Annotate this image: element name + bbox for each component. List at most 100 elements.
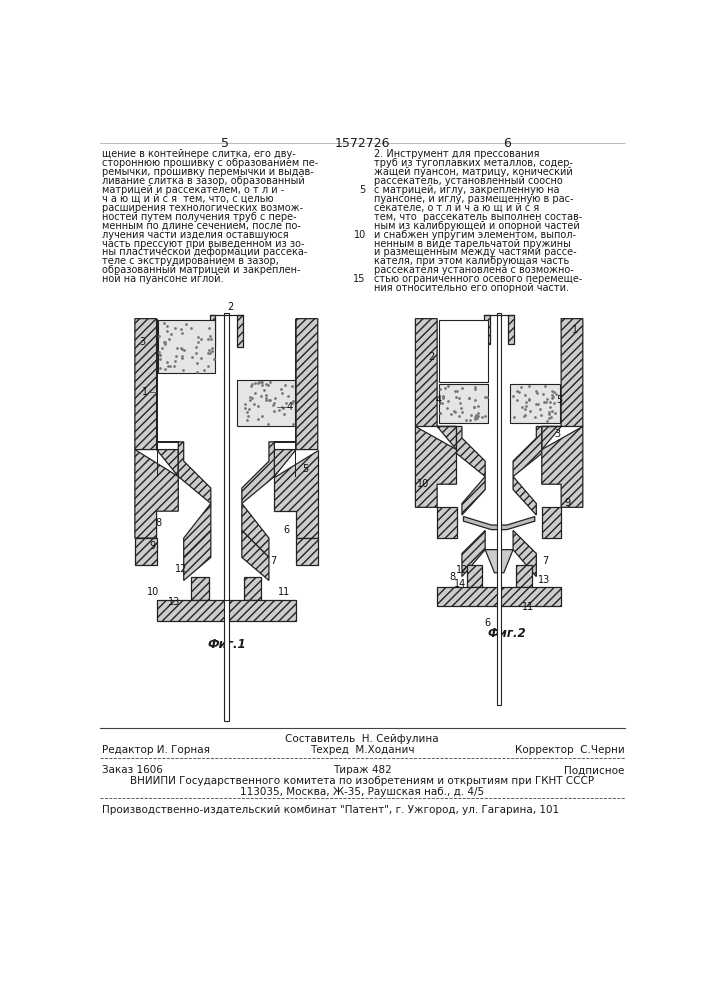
Bar (156, 600, 296, 621)
Text: теле с экструдированием в зазор,: теле с экструдированием в зазор, (103, 256, 279, 266)
Polygon shape (485, 550, 513, 573)
Polygon shape (462, 477, 485, 515)
Text: ВНИИПИ Государственного комитета по изобретениям и открытиям при ГКНТ СССР: ВНИИПИ Государственного комитета по изоб… (130, 776, 594, 786)
Text: 15: 15 (354, 274, 366, 284)
Text: 7: 7 (269, 556, 276, 566)
Text: менным по длине сечением, после по-: менным по длине сечением, после по- (103, 221, 301, 231)
Text: 5: 5 (556, 395, 563, 405)
Bar (510, 384, 559, 423)
Text: матрицей и рассекателем, о т л и -: матрицей и рассекателем, о т л и - (103, 185, 285, 195)
Text: секателе, о т л и ч а ю щ и й с я: секателе, о т л и ч а ю щ и й с я (373, 203, 539, 213)
Bar (158, 320, 216, 373)
Polygon shape (210, 315, 216, 347)
Text: расширения технологических возмож-: расширения технологических возмож- (103, 203, 303, 213)
Text: 1: 1 (142, 387, 148, 397)
Text: ностей путем получения труб с пере-: ностей путем получения труб с пере- (103, 212, 297, 222)
Polygon shape (542, 426, 583, 507)
Text: труб из тугоплавких металлов, содер-: труб из тугоплавких металлов, содер- (373, 158, 573, 168)
Text: Фиг.1: Фиг.1 (207, 638, 245, 651)
Polygon shape (156, 442, 211, 503)
Text: образованный матрицей и закреплен-: образованный матрицей и закреплен- (103, 265, 300, 275)
Polygon shape (135, 319, 178, 477)
Text: Корректор  С.Черни: Корректор С.Черни (515, 745, 625, 755)
Text: ненным в виде тарельчатой пружины: ненным в виде тарельчатой пружины (373, 239, 571, 249)
Polygon shape (542, 319, 583, 450)
Text: 5: 5 (221, 137, 229, 150)
Text: 2: 2 (227, 302, 233, 312)
Polygon shape (184, 503, 211, 557)
Polygon shape (513, 530, 537, 577)
Polygon shape (484, 315, 490, 344)
Text: 11: 11 (522, 602, 534, 612)
Text: тем, что  рассекатель выполнен состав-: тем, что рассекатель выполнен состав- (373, 212, 582, 222)
Text: 1: 1 (572, 325, 578, 335)
Text: 13: 13 (538, 575, 550, 585)
Text: Подписное: Подписное (564, 765, 625, 775)
Polygon shape (242, 530, 269, 580)
Polygon shape (242, 503, 269, 557)
Text: 9: 9 (150, 541, 156, 551)
Text: рассекатель, установленный соосно: рассекатель, установленный соосно (373, 176, 562, 186)
Polygon shape (274, 319, 317, 477)
Text: с матрицей, иглу, закрепленную на: с матрицей, иглу, закрепленную на (373, 185, 559, 195)
Bar (224, 312, 228, 721)
Polygon shape (437, 507, 457, 538)
Text: 3: 3 (139, 337, 146, 347)
Bar (497, 312, 501, 705)
Text: 14: 14 (455, 579, 467, 589)
Polygon shape (542, 507, 561, 538)
Text: Заказ 1606: Заказ 1606 (103, 765, 163, 775)
Text: и снабжен упругим элементом, выпол-: и снабжен упругим элементом, выпол- (373, 230, 575, 240)
Text: Редактор И. Горная: Редактор И. Горная (103, 745, 210, 755)
Text: 7: 7 (542, 556, 549, 566)
Text: 2: 2 (428, 352, 434, 362)
Text: часть прессуют при выведенном из зо-: часть прессуют при выведенном из зо- (103, 239, 305, 249)
Bar (295, 319, 296, 477)
Text: ния относительно его опорной части.: ния относительно его опорной части. (373, 283, 568, 293)
Text: 11: 11 (279, 587, 291, 597)
Text: 5: 5 (303, 464, 308, 474)
Text: 8: 8 (450, 572, 456, 582)
Text: и размещенным между частями рассе-: и размещенным между частями рассе- (373, 247, 576, 257)
Text: 9: 9 (564, 498, 571, 508)
Text: жащей пуансон, матрицу, конический: жащей пуансон, матрицу, конический (373, 167, 573, 177)
Polygon shape (135, 538, 156, 565)
Polygon shape (184, 530, 211, 580)
Text: 8: 8 (155, 518, 161, 528)
Text: ной на пуансоне иглой.: ной на пуансоне иглой. (103, 274, 224, 284)
Polygon shape (237, 315, 243, 347)
Bar (237, 380, 295, 426)
Text: 10: 10 (146, 587, 159, 597)
Bar (244, 577, 261, 600)
Text: Тираж 482: Тираж 482 (332, 765, 392, 775)
Text: стью ограниченного осевого перемеще-: стью ограниченного осевого перемеще- (373, 274, 582, 284)
Text: ч а ю щ и й с я  тем, что, с целью: ч а ю щ и й с я тем, что, с целью (103, 194, 274, 204)
Text: 4: 4 (436, 395, 442, 405)
Text: 4: 4 (287, 402, 293, 412)
Polygon shape (513, 477, 537, 515)
Polygon shape (135, 450, 178, 538)
Text: лучения части изделия оставшуюся: лучения части изделия оставшуюся (103, 230, 289, 240)
Bar (467, 565, 482, 587)
Polygon shape (508, 315, 514, 344)
Polygon shape (274, 450, 317, 538)
Text: 12: 12 (175, 564, 187, 574)
Polygon shape (464, 517, 534, 530)
Polygon shape (296, 538, 317, 565)
Text: 3: 3 (554, 429, 561, 439)
Text: 113035, Москва, Ж-35, Раушская наб., д. 4/5: 113035, Москва, Ж-35, Раушская наб., д. … (240, 787, 484, 797)
Bar (192, 577, 209, 600)
Bar (437, 587, 561, 606)
Text: 10: 10 (417, 479, 429, 489)
Polygon shape (437, 426, 485, 477)
Polygon shape (416, 319, 457, 450)
Bar (156, 319, 158, 477)
Polygon shape (462, 530, 485, 577)
Text: 1572726: 1572726 (334, 137, 390, 150)
Bar (516, 565, 532, 587)
Text: 5: 5 (360, 185, 366, 195)
Text: щение в контейнере слитка, его дву-: щение в контейнере слитка, его дву- (103, 149, 296, 159)
Polygon shape (242, 442, 296, 503)
Text: ремычки, прошивку перемычки и выдав-: ремычки, прошивку перемычки и выдав- (103, 167, 314, 177)
Text: Фиг.2: Фиг.2 (488, 627, 526, 640)
